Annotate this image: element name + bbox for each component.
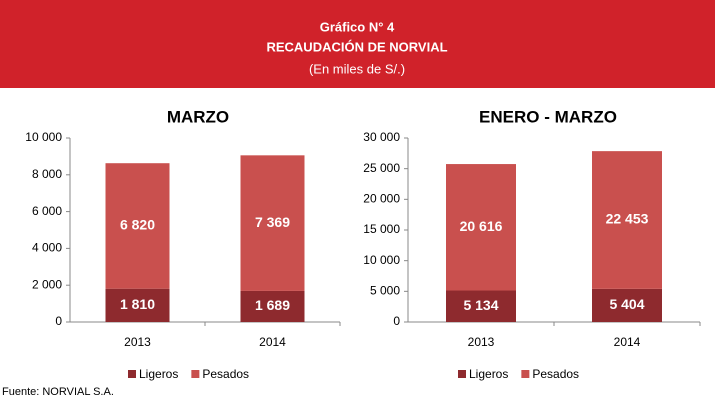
value-label: 7 369 [255, 214, 290, 230]
bar-segment [105, 288, 170, 322]
x-tick-label: 2014 [614, 335, 641, 349]
header-subtitle: RECAUDACIÓN DE NORVIAL [266, 39, 447, 54]
legend-label: Pesados [202, 367, 249, 381]
source: Fuente: NORVIAL S.A. [2, 386, 114, 398]
y-tick-label: 25 000 [363, 161, 400, 175]
x-tick-label: 2013 [124, 335, 151, 349]
y-tick-label: 6 000 [32, 204, 62, 218]
header-band [0, 0, 715, 88]
bar-segment [240, 290, 305, 322]
y-tick-label: 5 000 [370, 284, 400, 298]
bar-segment [446, 164, 516, 291]
value-label: 1 810 [120, 296, 155, 312]
legend-swatch [458, 370, 466, 378]
value-label: 5 404 [609, 296, 644, 312]
value-label: 6 820 [120, 217, 155, 233]
legend-label: Pesados [532, 367, 579, 381]
bar-segment [446, 290, 516, 322]
legend-label: Ligeros [469, 367, 508, 381]
bar-segment [592, 288, 662, 322]
legend-swatch [191, 370, 200, 378]
x-tick-label: 2013 [468, 335, 495, 349]
bar-segment [105, 163, 170, 289]
y-tick-label: 4 000 [32, 241, 62, 255]
chart-title: ENERO - MARZO [479, 107, 617, 126]
y-tick-label: 10 000 [25, 130, 62, 144]
y-tick-label: 2 000 [32, 277, 62, 291]
legend-swatch [521, 370, 530, 378]
bar-segment [592, 151, 662, 289]
header-note: (En miles de S/.) [309, 61, 405, 76]
chart-title: MARZO [167, 107, 229, 126]
y-tick-label: 0 [393, 314, 400, 328]
y-tick-label: 10 000 [363, 253, 400, 267]
y-tick-label: 0 [55, 314, 62, 328]
value-label: 1 689 [255, 297, 290, 313]
header-title: Gráfico N° 4 [320, 19, 395, 34]
legend-label: Ligeros [139, 367, 178, 381]
y-tick-label: 8 000 [32, 167, 62, 181]
x-tick-label: 2014 [259, 335, 286, 349]
value-label: 5 134 [463, 297, 498, 313]
y-tick-label: 15 000 [363, 222, 400, 236]
y-tick-label: 20 000 [363, 192, 400, 206]
value-label: 22 453 [606, 211, 649, 227]
y-tick-label: 30 000 [363, 130, 400, 144]
legend-swatch [128, 370, 136, 378]
bar-segment [240, 155, 305, 291]
value-label: 20 616 [460, 218, 503, 234]
